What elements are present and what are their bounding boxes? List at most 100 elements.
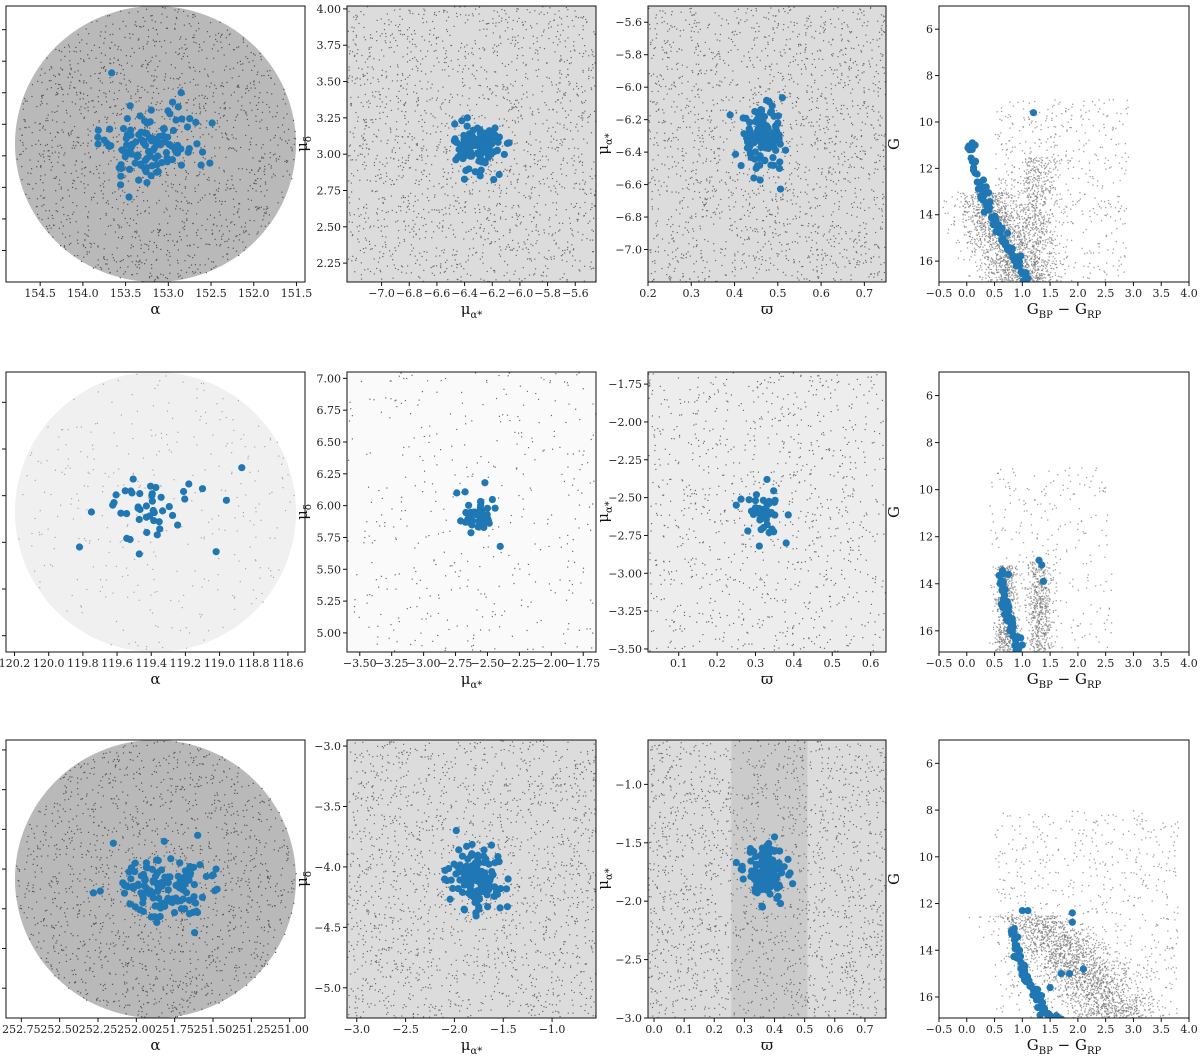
member-star (108, 69, 116, 77)
field-star (737, 23, 740, 25)
field-star (140, 157, 142, 159)
field-star (221, 82, 223, 84)
field-star (693, 22, 695, 24)
field-star (175, 205, 178, 207)
field-star (764, 232, 766, 234)
field-star (211, 157, 213, 159)
field-star (198, 173, 200, 176)
member-star (142, 168, 150, 176)
field-star (245, 230, 247, 232)
field-star (790, 126, 792, 128)
field-star (352, 159, 354, 161)
field-star (360, 214, 362, 216)
field-star (207, 74, 209, 76)
field-star (220, 34, 223, 36)
field-star (717, 52, 719, 55)
field-star (366, 179, 368, 181)
field-star (464, 191, 466, 193)
field-star (72, 202, 74, 204)
field-star (679, 202, 681, 204)
field-star (133, 199, 135, 201)
field-star (539, 141, 541, 143)
field-star (383, 55, 385, 57)
field-star (232, 247, 234, 249)
field-star (551, 177, 554, 180)
field-star (135, 101, 137, 103)
field-star (348, 46, 350, 48)
field-star (83, 167, 86, 169)
axes-frame (5, 5, 306, 283)
field-star (382, 163, 384, 166)
field-star (537, 59, 539, 61)
field-star (737, 179, 739, 181)
field-star (716, 39, 718, 41)
field-star (554, 51, 556, 53)
field-star (66, 112, 68, 114)
field-star (366, 207, 368, 209)
field-star (793, 6, 795, 8)
field-star (472, 53, 474, 56)
field-star (884, 146, 886, 148)
field-star (849, 79, 851, 82)
field-star (734, 253, 736, 255)
field-star (123, 202, 125, 204)
field-star (865, 253, 867, 255)
field-star (255, 183, 257, 185)
field-star (479, 29, 481, 31)
field-star (46, 88, 48, 90)
field-star (416, 158, 418, 160)
field-star (252, 188, 254, 190)
field-star (857, 177, 860, 179)
field-star (567, 74, 570, 76)
field-star (712, 195, 715, 197)
field-star (155, 259, 157, 261)
field-star (111, 253, 113, 256)
field-star (448, 127, 450, 129)
field-star (713, 136, 715, 138)
field-star (105, 214, 107, 216)
field-star (783, 23, 785, 26)
field-star (447, 194, 449, 197)
field-star (507, 26, 509, 29)
field-star (524, 21, 526, 23)
field-star (755, 10, 757, 12)
field-star (556, 180, 558, 183)
field-star (158, 229, 161, 231)
field-star (779, 241, 781, 244)
field-star (480, 237, 482, 239)
field-star (388, 250, 391, 252)
field-star (227, 138, 229, 140)
field-star (778, 221, 781, 224)
field-star (161, 183, 164, 185)
field-star (286, 170, 288, 172)
field-star (250, 51, 252, 54)
field-star (521, 84, 523, 87)
field-star (471, 193, 473, 195)
field-star (403, 33, 406, 36)
field-star (405, 225, 407, 227)
field-star (46, 117, 48, 119)
field-star (417, 70, 419, 72)
field-star (102, 152, 104, 154)
x-tick-label: 152.5 (195, 287, 227, 300)
field-star (724, 62, 726, 64)
field-star (447, 65, 450, 67)
field-star (31, 145, 33, 147)
field-star (138, 38, 140, 40)
field-star (192, 152, 194, 154)
field-star (819, 32, 821, 34)
field-star (365, 147, 368, 149)
field-star (502, 124, 504, 126)
field-star (110, 106, 112, 108)
field-star (588, 67, 590, 69)
field-star (59, 84, 61, 86)
field-star (560, 168, 562, 170)
field-star (187, 15, 189, 17)
field-star (440, 266, 442, 269)
field-star (184, 260, 186, 262)
field-star (83, 183, 85, 185)
field-star (252, 157, 254, 159)
field-star (806, 278, 808, 280)
field-star (159, 40, 161, 43)
field-star (716, 126, 718, 128)
